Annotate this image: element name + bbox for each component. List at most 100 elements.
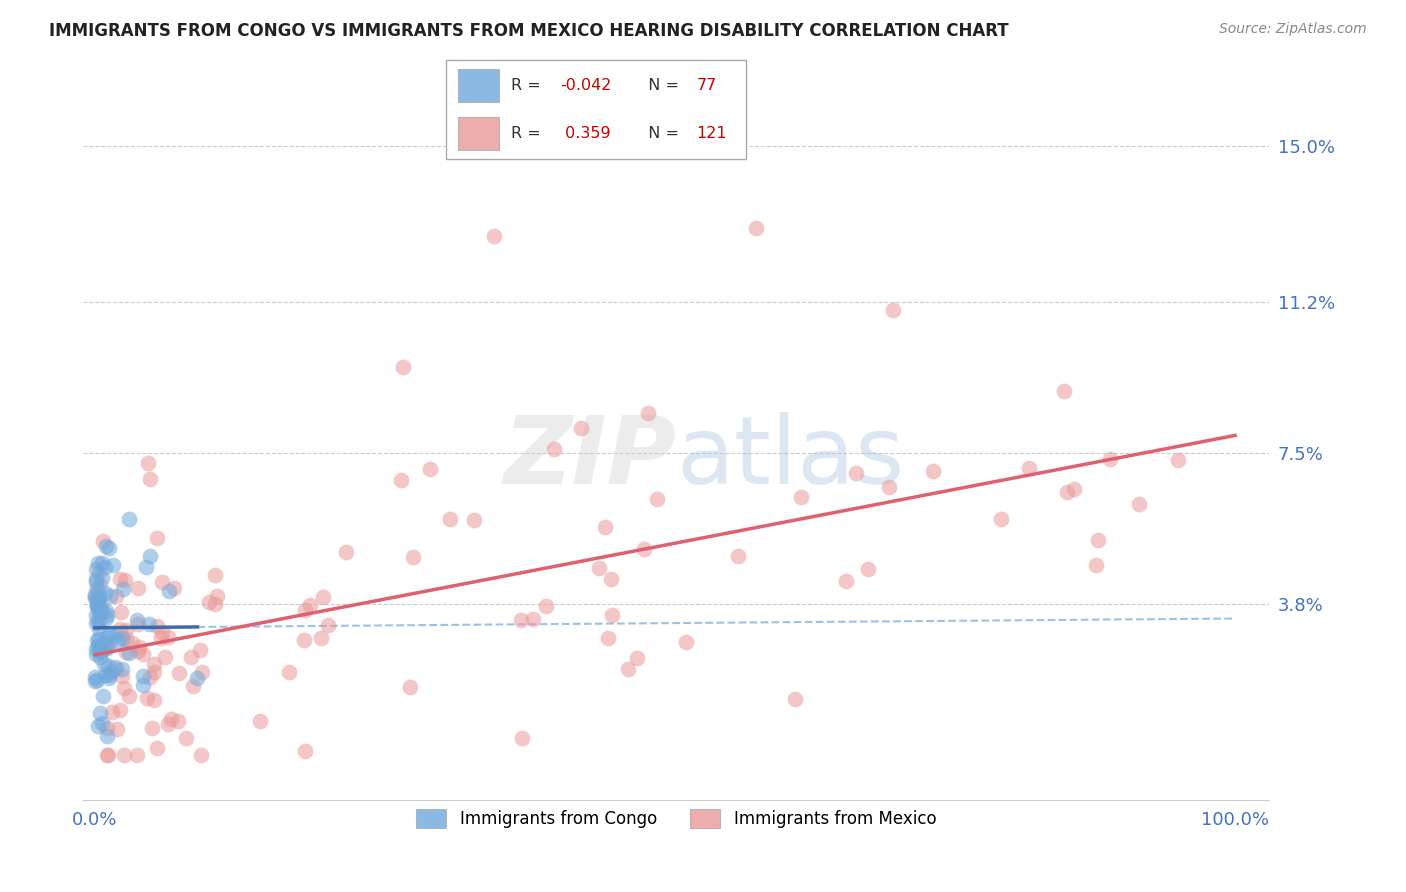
Point xyxy=(146,741,169,756)
Point xyxy=(110,668,132,682)
Point xyxy=(598,631,620,645)
Point xyxy=(127,582,149,596)
Point xyxy=(294,633,316,648)
Point xyxy=(398,680,420,694)
Point xyxy=(104,660,127,674)
Point xyxy=(121,635,143,649)
Point xyxy=(89,565,111,579)
Point xyxy=(834,574,856,589)
Point xyxy=(856,562,879,576)
Point xyxy=(309,632,332,646)
Point xyxy=(922,464,945,478)
Point xyxy=(97,541,120,556)
Point xyxy=(877,480,900,494)
Point xyxy=(174,731,197,745)
Point xyxy=(132,669,155,683)
Point xyxy=(111,632,134,646)
Point xyxy=(91,571,114,585)
Bar xyxy=(458,118,499,150)
Point xyxy=(86,673,108,688)
Point xyxy=(97,671,120,685)
Point xyxy=(391,359,413,374)
Point xyxy=(155,649,177,664)
Point xyxy=(97,659,120,673)
Point xyxy=(118,689,141,703)
Point xyxy=(127,644,149,658)
Text: IMMIGRANTS FROM CONGO VS IMMIGRANTS FROM MEXICO HEARING DISABILITY CORRELATION C: IMMIGRANTS FROM CONGO VS IMMIGRANTS FROM… xyxy=(49,22,1010,40)
Point xyxy=(207,589,229,603)
Point xyxy=(84,673,107,688)
Point xyxy=(143,657,166,672)
Point xyxy=(101,705,124,719)
Point xyxy=(139,549,162,563)
Point xyxy=(86,591,108,606)
Point xyxy=(96,540,118,554)
Point xyxy=(86,582,108,596)
Point xyxy=(128,640,150,655)
Point xyxy=(135,691,157,706)
Point xyxy=(94,603,117,617)
Point xyxy=(569,421,592,435)
Point xyxy=(111,662,134,676)
Point xyxy=(845,466,868,480)
Point xyxy=(103,629,125,643)
Point xyxy=(141,722,163,736)
Point xyxy=(204,567,226,582)
Bar xyxy=(458,70,499,102)
Point xyxy=(91,534,114,549)
Point xyxy=(89,645,111,659)
Point xyxy=(419,462,441,476)
Point xyxy=(98,667,121,681)
Point xyxy=(94,641,117,656)
Text: 77: 77 xyxy=(696,78,717,93)
Point xyxy=(91,637,114,651)
Point xyxy=(190,747,212,762)
Point xyxy=(198,595,221,609)
Point xyxy=(1167,453,1189,467)
Point xyxy=(482,229,505,244)
Point xyxy=(626,650,648,665)
Point xyxy=(543,442,565,457)
Point xyxy=(110,622,132,636)
Point xyxy=(146,531,169,545)
Text: R =: R = xyxy=(510,78,546,93)
Point xyxy=(150,575,173,590)
Point xyxy=(89,649,111,664)
Point xyxy=(90,600,112,615)
Point xyxy=(103,558,125,572)
Point xyxy=(149,631,172,645)
Point xyxy=(96,630,118,644)
Point xyxy=(727,549,749,563)
Point xyxy=(84,562,107,576)
Point xyxy=(89,706,111,721)
Point xyxy=(105,722,128,736)
Point xyxy=(745,221,768,235)
Point xyxy=(96,607,118,622)
Point xyxy=(298,598,321,612)
Point xyxy=(645,491,668,506)
Point xyxy=(637,406,659,420)
Point xyxy=(600,607,623,622)
Point xyxy=(114,645,136,659)
Point xyxy=(675,635,697,649)
Point xyxy=(617,662,640,676)
Point xyxy=(131,648,153,662)
Point xyxy=(98,636,121,650)
Point xyxy=(84,648,107,662)
Point xyxy=(87,603,110,617)
Point xyxy=(91,689,114,703)
Point xyxy=(96,747,118,762)
Point xyxy=(188,643,211,657)
Point xyxy=(534,599,557,614)
Legend: Immigrants from Congo, Immigrants from Mexico: Immigrants from Congo, Immigrants from M… xyxy=(409,803,943,835)
Text: R =: R = xyxy=(510,127,546,142)
Point xyxy=(89,607,111,622)
Point xyxy=(990,512,1012,526)
Point xyxy=(86,599,108,613)
Point xyxy=(1084,558,1107,573)
Point xyxy=(1053,384,1076,399)
Point xyxy=(132,678,155,692)
Text: atlas: atlas xyxy=(676,412,904,504)
Point xyxy=(114,574,136,588)
Point xyxy=(1056,484,1078,499)
